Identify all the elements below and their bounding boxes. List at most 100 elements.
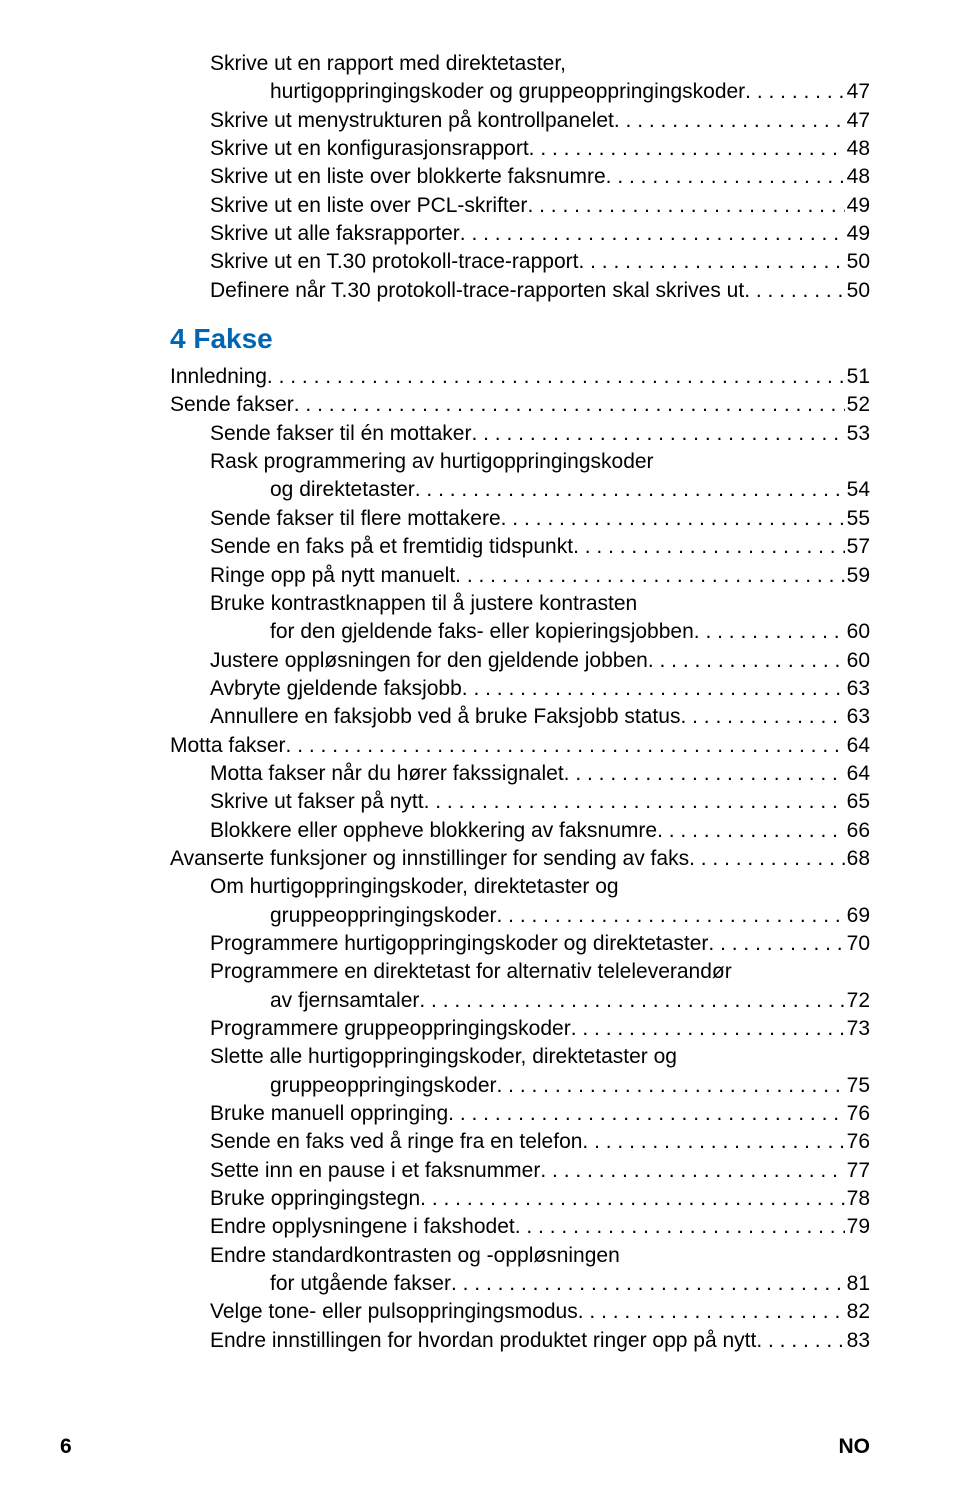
toc-leader-dots xyxy=(657,817,845,845)
language-code: NO xyxy=(839,1435,871,1459)
toc-entry-text: Definere når T.30 protokoll-trace-rappor… xyxy=(210,277,744,305)
toc-leader-dots xyxy=(462,675,845,703)
toc-entry: Skrive ut en liste over blokkerte faksnu… xyxy=(170,163,870,191)
toc-entry: Justere oppløsningen for den gjeldende j… xyxy=(170,647,870,675)
toc-entry: Velge tone- eller pulsoppringingsmodus82 xyxy=(170,1298,870,1326)
toc-entry-text: Justere oppløsningen for den gjeldende j… xyxy=(210,647,648,675)
toc-entry-page: 60 xyxy=(845,618,870,646)
toc-entry-page: 63 xyxy=(845,703,870,731)
toc-leader-dots xyxy=(294,391,845,419)
toc-entry-text: for den gjeldende faks- eller kopierings… xyxy=(270,618,694,646)
toc-entry: Bruke oppringingstegn 78 xyxy=(170,1185,870,1213)
toc-entry-page: 47 xyxy=(845,78,870,106)
toc-leader-dots xyxy=(451,1270,845,1298)
toc-entry-text: Motta fakser xyxy=(170,732,286,760)
toc-entry-page: 77 xyxy=(845,1157,870,1185)
toc-leader-dots xyxy=(744,277,844,305)
toc-leader-dots xyxy=(614,107,845,135)
toc-leader-dots xyxy=(529,135,845,163)
toc-entry-text: Sette inn en pause i et faksnummer xyxy=(210,1157,540,1185)
toc-entry: Sende en faks ved å ringe fra en telefon… xyxy=(170,1128,870,1156)
toc-block-2: Innledning51Sende fakser52Sende fakser t… xyxy=(170,363,870,1355)
toc-entry-page: 53 xyxy=(845,420,870,448)
toc-entry-text: Bruke manuell oppringing xyxy=(210,1100,448,1128)
toc-entry-page: 59 xyxy=(845,562,870,590)
toc-entry-page: 54 xyxy=(845,476,870,504)
toc-entry-text: Skrive ut en liste over PCL-skrifter xyxy=(210,192,527,220)
toc-leader-dots xyxy=(455,562,844,590)
toc-entry-page: 49 xyxy=(845,192,870,220)
toc-leader-dots xyxy=(471,420,844,448)
toc-leader-dots xyxy=(419,987,844,1015)
toc-entry-text: av fjernsamtaler xyxy=(270,987,419,1015)
toc-leader-dots xyxy=(564,760,845,788)
toc-entry: Programmere gruppeoppringingskoder73 xyxy=(170,1015,870,1043)
toc-entry-page: 75 xyxy=(845,1072,870,1100)
toc-entry: Skrive ut en konfigurasjonsrapport48 xyxy=(170,135,870,163)
toc-block-1: Skrive ut en rapport med direktetaster,h… xyxy=(170,50,870,305)
toc-leader-dots xyxy=(571,1015,845,1043)
toc-entry-text: Programmere hurtigoppringingskoder og di… xyxy=(210,930,708,958)
toc-entry-text: og direktetaster xyxy=(270,476,415,504)
toc-entry: Avanserte funksjoner og innstillinger fo… xyxy=(170,845,870,873)
toc-entry-page: 64 xyxy=(845,760,870,788)
toc-entry-page: 57 xyxy=(845,533,870,561)
toc-leader-dots xyxy=(578,248,844,276)
toc-entry: hurtigoppringingskoder og gruppeoppringi… xyxy=(170,78,870,106)
toc-entry: for den gjeldende faks- eller kopierings… xyxy=(170,618,870,646)
toc-entry-page: 49 xyxy=(845,220,870,248)
toc-entry-page: 76 xyxy=(845,1100,870,1128)
toc-entry-text: Bruke oppringingstegn xyxy=(210,1185,420,1213)
document-page: Skrive ut en rapport med direktetaster,h… xyxy=(0,0,960,1493)
toc-entry-text: hurtigoppringingskoder og gruppeoppringi… xyxy=(270,78,745,106)
toc-leader-dots xyxy=(745,78,844,106)
toc-entry-text: Sende fakser xyxy=(170,391,294,419)
toc-entry-page: 78 xyxy=(845,1185,870,1213)
toc-entry-continuation: Skrive ut en rapport med direktetaster, xyxy=(170,50,870,78)
toc-leader-dots xyxy=(648,647,845,675)
toc-entry-text: Skrive ut menystrukturen på kontrollpane… xyxy=(210,107,614,135)
toc-entry-text: Programmere gruppeoppringingskoder xyxy=(210,1015,571,1043)
toc-entry-text: Skrive ut alle faksrapporter xyxy=(210,220,460,248)
toc-entry-page: 81 xyxy=(845,1270,870,1298)
toc-entry-page: 66 xyxy=(845,817,870,845)
toc-entry-text: Skrive ut fakser på nytt xyxy=(210,788,424,816)
toc-entry-text: Endre opplysningene i fakshodet xyxy=(210,1213,515,1241)
toc-entry-page: 52 xyxy=(845,391,870,419)
toc-entry: gruppeoppringingskoder69 xyxy=(170,902,870,930)
toc-entry: Avbryte gjeldende faksjobb63 xyxy=(170,675,870,703)
toc-leader-dots xyxy=(756,1327,844,1355)
toc-entry-page: 50 xyxy=(845,277,870,305)
toc-leader-dots xyxy=(689,845,845,873)
toc-leader-dots xyxy=(578,1298,845,1326)
toc-entry-text: Sende fakser til én mottaker xyxy=(210,420,471,448)
toc-entry-text: Avanserte funksjoner og innstillinger fo… xyxy=(170,845,689,873)
toc-entry-page: 65 xyxy=(845,788,870,816)
toc-entry-text: gruppeoppringingskoder xyxy=(270,902,497,930)
page-number: 6 xyxy=(60,1435,72,1459)
section-heading: 4 Fakse xyxy=(170,323,870,355)
toc-entry-page: 48 xyxy=(845,135,870,163)
toc-entry-text: Sende en faks ved å ringe fra en telefon xyxy=(210,1128,582,1156)
toc-entry-text: Sende en faks på et fremtidig tidspunkt xyxy=(210,533,573,561)
toc-entry: gruppeoppringingskoder75 xyxy=(170,1072,870,1100)
toc-entry: Definere når T.30 protokoll-trace-rappor… xyxy=(170,277,870,305)
toc-entry: Ringe opp på nytt manuelt59 xyxy=(170,562,870,590)
toc-leader-dots xyxy=(420,1185,844,1213)
toc-leader-dots xyxy=(267,363,845,391)
toc-leader-dots xyxy=(286,732,845,760)
toc-entry-text: Blokkere eller oppheve blokkering av fak… xyxy=(210,817,657,845)
page-footer: 6 NO xyxy=(0,1435,960,1459)
toc-entry: av fjernsamtaler72 xyxy=(170,987,870,1015)
toc-entry: Skrive ut en T.30 protokoll-trace-rappor… xyxy=(170,248,870,276)
toc-entry-page: 76 xyxy=(845,1128,870,1156)
toc-entry-page: 70 xyxy=(845,930,870,958)
toc-leader-dots xyxy=(573,533,845,561)
toc-entry-text: Motta fakser når du hører fakssignalet xyxy=(210,760,564,788)
toc-entry-page: 51 xyxy=(845,363,870,391)
toc-entry: Endre innstillingen for hvordan produkte… xyxy=(170,1327,870,1355)
toc-entry: Sende fakser til flere mottakere55 xyxy=(170,505,870,533)
toc-leader-dots xyxy=(680,703,844,731)
toc-leader-dots xyxy=(497,902,845,930)
toc-entry: Endre opplysningene i fakshodet79 xyxy=(170,1213,870,1241)
